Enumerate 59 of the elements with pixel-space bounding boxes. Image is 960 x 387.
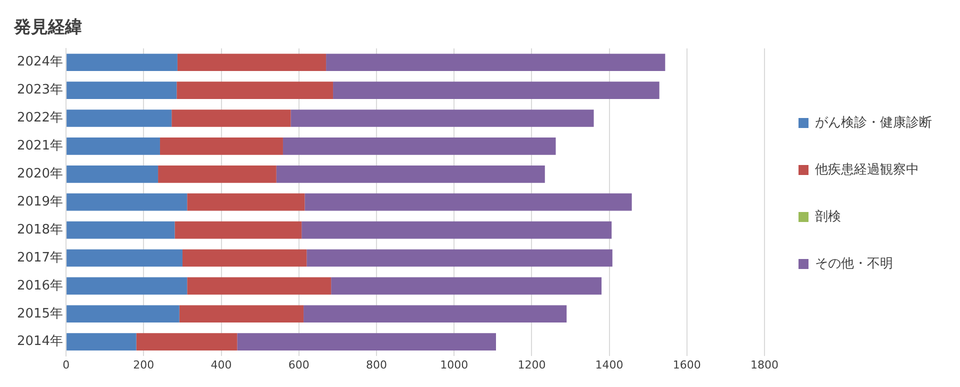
bar <box>136 333 238 350</box>
x-tick-label: 200 <box>133 358 154 372</box>
y-tick-label: 2024年 <box>16 54 64 70</box>
bar <box>66 138 160 155</box>
bar <box>160 138 283 155</box>
x-tick-label: 1400 <box>595 358 624 372</box>
bar <box>172 110 291 127</box>
x-tick-label: 1000 <box>440 358 468 372</box>
bar <box>66 277 188 295</box>
y-tick-label: 2019年 <box>16 194 64 210</box>
bar <box>187 277 332 295</box>
bar <box>331 277 602 295</box>
legend-label: 剖検 <box>815 209 841 224</box>
bar <box>66 193 188 211</box>
x-tick-label: 1800 <box>750 358 778 372</box>
bar <box>302 221 612 239</box>
y-tick-label: 2017年 <box>16 250 64 266</box>
legend-label: その他・不明 <box>815 256 893 272</box>
bar <box>304 193 632 211</box>
y-tick-label: 2015年 <box>16 306 64 322</box>
bar <box>187 193 305 211</box>
x-tick-label: 600 <box>288 358 310 372</box>
x-tick-label: 1600 <box>672 358 701 372</box>
y-tick-label: 2023年 <box>16 82 64 98</box>
bar <box>304 305 567 323</box>
bar <box>66 165 158 183</box>
bar <box>333 82 660 99</box>
bar <box>177 54 326 72</box>
bar <box>326 54 666 72</box>
x-tick-label: 800 <box>366 358 387 372</box>
bar <box>66 305 180 323</box>
bar <box>66 221 175 239</box>
chart-title: 発見経緯 <box>13 18 82 38</box>
bar <box>66 110 172 127</box>
y-tick-label: 2020年 <box>16 166 64 182</box>
bar <box>66 249 182 267</box>
x-tick-label: 1200 <box>518 358 546 372</box>
bar <box>276 165 545 183</box>
y-tick-label: 2014年 <box>16 334 64 350</box>
y-tick-label: 2021年 <box>16 138 64 154</box>
x-tick-label: 400 <box>210 358 232 372</box>
bar <box>158 165 276 183</box>
y-tick-label: 2018年 <box>16 222 64 238</box>
x-tick-label: 0 <box>62 358 70 372</box>
legend-label: 他疾患経過観察中 <box>815 161 919 178</box>
bar <box>179 305 304 323</box>
bar <box>306 249 612 267</box>
bar <box>237 333 496 350</box>
bar <box>182 249 307 267</box>
bar <box>174 221 302 239</box>
bar <box>290 110 594 127</box>
bar <box>66 82 177 99</box>
bar <box>176 82 334 99</box>
legend-label: がん検診・健康診断 <box>815 115 932 130</box>
bar <box>282 138 556 155</box>
bar <box>66 54 178 72</box>
y-tick-label: 2016年 <box>16 278 64 294</box>
y-tick-label: 2022年 <box>16 110 64 126</box>
bar <box>66 333 136 350</box>
